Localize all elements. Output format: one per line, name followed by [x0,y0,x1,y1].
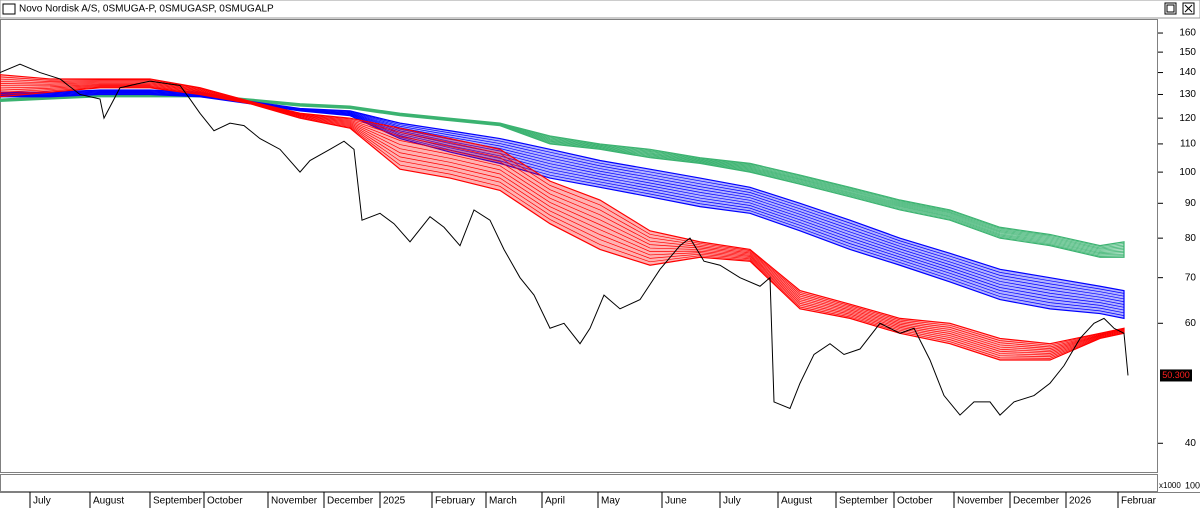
y-tick-label: 60 [1185,318,1197,329]
x-tick-label: July [33,496,51,507]
ribbon-strand [0,92,1125,311]
ribbon-strand [0,83,1125,354]
ribbon-strand [0,76,1125,346]
x-tick-label: October [207,496,243,507]
x-tick-label: November [957,496,1004,507]
ribbon-strand [0,90,1125,294]
ribbon-strand [0,78,1125,348]
x-tick-label: September [153,496,203,507]
maximize-icon [1166,4,1175,13]
y-tick-label: 130 [1179,89,1196,100]
ribbon-strand [0,80,1125,349]
x-tick-label: March [489,496,517,507]
y-tick-label: 140 [1179,67,1196,78]
y-tick-label: 120 [1179,113,1196,124]
x-tick-label: Februar [1121,496,1157,507]
close-icon [1184,4,1193,13]
volume-tick: 100 [1185,480,1200,490]
last-price-label: 50.300 [1162,370,1190,380]
x-tick-label: October [897,496,933,507]
x-tick-label: 2026 [1069,496,1092,507]
ribbon-strand [0,91,1125,305]
ribbon-strand [0,82,1125,351]
volume-pane [0,474,1158,492]
ribbon-strand [0,84,1125,356]
x-tick-label: September [839,496,889,507]
x-tick-label: August [781,496,812,507]
ribbon-strand [0,86,1125,359]
window-icon [2,3,16,15]
x-tick-label: June [665,496,687,507]
y-tick-label: 70 [1185,272,1197,283]
y-tick-label: 40 [1185,438,1197,449]
ribbon-strand [0,93,1125,316]
x-tick-label: July [723,496,741,507]
y-tick-label: 110 [1180,139,1196,150]
x-tick-label: April [545,496,565,507]
x-tick-label: December [327,496,374,507]
ribbon-strand [0,82,1125,353]
title-bar [0,0,1200,19]
volume-unit: x1000 [1159,481,1181,490]
maximize-button[interactable] [1164,2,1177,15]
x-tick-label: February [435,496,475,507]
x-tick-label: 2025 [383,496,406,507]
last-price-box [1160,369,1192,382]
ribbon-strand [0,85,1125,358]
x-tick-label: May [601,496,620,507]
y-tick-label: 90 [1185,198,1197,209]
x-tick-label: November [271,496,318,507]
ribbon-strand [0,92,1125,308]
x-tick-label: August [93,496,124,507]
y-tick-label: 80 [1185,233,1197,244]
y-tick-label: 100 [1179,167,1196,178]
y-tick-label: 150 [1179,47,1196,58]
chart-title: Novo Nordisk A/S, 0SMUGA-P, 0SMUGASP, 0S… [19,4,274,15]
x-tick-label: December [1013,496,1060,507]
y-tick-label: 160 [1179,28,1196,39]
ribbon-strand [0,93,1125,314]
price-line [0,63,1129,416]
